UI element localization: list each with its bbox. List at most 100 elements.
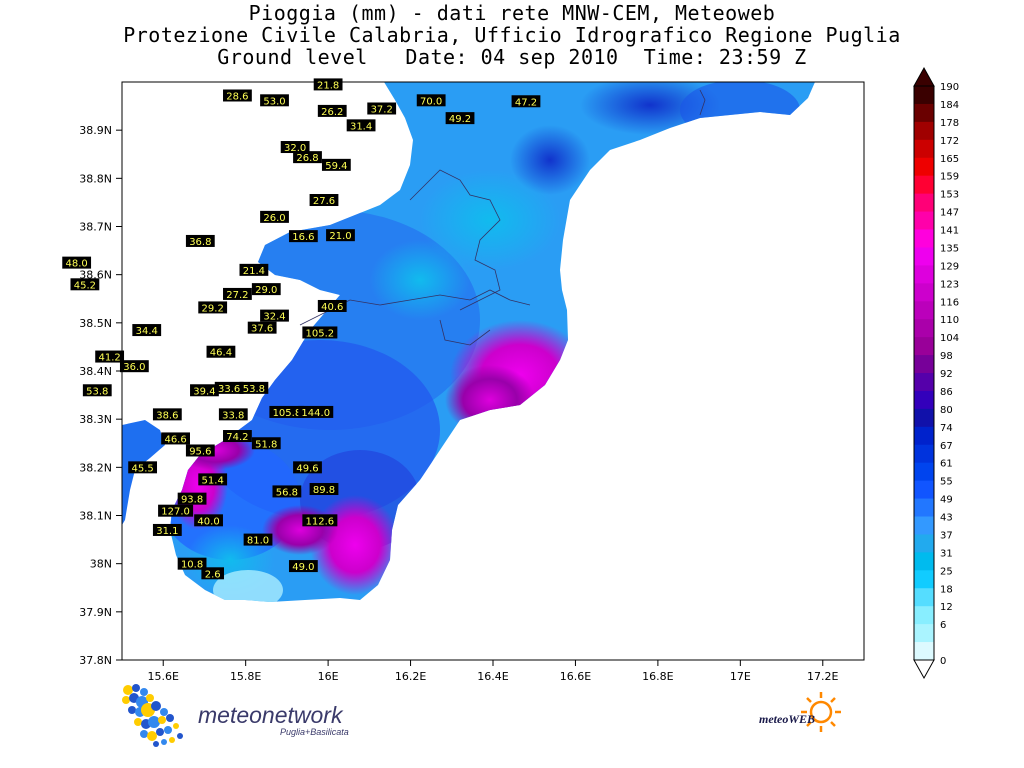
- y-tick-label: 37.8N: [79, 654, 112, 667]
- colorbar-swatch: [914, 588, 934, 607]
- station-label: 127.0: [158, 504, 194, 518]
- station-label-bg: [302, 514, 338, 527]
- colorbar-label: 86: [940, 387, 953, 398]
- logo-dot: [146, 694, 154, 702]
- station-value: 89.8: [313, 485, 335, 496]
- logo-dot: [164, 726, 172, 734]
- station-label: 37.2: [367, 102, 397, 115]
- colorbar-swatch: [914, 157, 934, 177]
- colorbar: 190 184 178 172 165 159 153 147 141 135 129 123 116 1…: [913, 66, 959, 680]
- station-label: 21.0: [326, 229, 355, 242]
- colorbar-swatch: [914, 319, 934, 338]
- colorbar-swatch: [914, 624, 934, 643]
- colorbar-label: 18: [940, 584, 953, 595]
- colorbar-label: 184: [940, 100, 959, 111]
- station-label: 21.8: [313, 78, 343, 91]
- station-value: 34.4: [136, 326, 158, 337]
- colorbar-label: 110: [940, 315, 959, 326]
- station-value: 93.8: [181, 495, 203, 506]
- station-value: 144.0: [301, 408, 330, 419]
- station-label: 51.4: [198, 473, 228, 486]
- meteonetwork-logo: meteonetwork Puglia+Basilicata: [120, 682, 380, 754]
- station-value: 105.2: [306, 328, 335, 339]
- station-label: 2.6: [201, 567, 224, 580]
- station-value: 45.2: [74, 280, 96, 291]
- station-label-bg: [302, 326, 338, 339]
- station-label-bg: [298, 405, 334, 418]
- station-label: 33.6: [214, 381, 244, 395]
- x-tick-label: 15.8E: [230, 670, 261, 683]
- station-label-bg: [239, 263, 269, 276]
- colorbar-label: 190: [940, 82, 959, 93]
- meteoweb-logo-text: meteoWEB: [759, 712, 815, 726]
- station-value: 81.0: [247, 536, 269, 547]
- station-value: 39.4: [193, 386, 215, 397]
- station-label: 89.8: [309, 483, 339, 496]
- colorbar-swatch: [914, 462, 934, 482]
- y-tick-label: 38.9N: [79, 124, 112, 137]
- station-labels: 28.6 53.0 21.8 26.2 37.2 70.0 49.2 47.2 31.4 32.0…: [62, 78, 541, 580]
- y-tick-label: 38.7N: [79, 221, 112, 234]
- logo-dot: [153, 741, 159, 747]
- colorbar-label: 74: [940, 423, 953, 434]
- station-label-bg: [321, 158, 351, 171]
- station-label-bg: [70, 278, 100, 291]
- station-label-bg: [218, 408, 248, 421]
- title-line-2: Protezione Civile Calabria, Ufficio Idro…: [123, 23, 901, 47]
- station-value: 26.0: [263, 213, 285, 224]
- title-line-1: Pioggia (mm) - dati rete MNW-CEM, Meteow…: [248, 1, 776, 25]
- x-tick-label: 15.6E: [147, 670, 178, 683]
- station-value: 10.8: [181, 560, 203, 571]
- station-value: 27.6: [313, 196, 335, 207]
- station-value: 32.4: [263, 312, 285, 323]
- station-label-bg: [119, 360, 149, 373]
- x-tick-label: 17.2E: [807, 670, 838, 683]
- colorbar-swatch: [914, 480, 934, 500]
- station-label: 33.8: [218, 408, 248, 421]
- logo-dot: [166, 714, 174, 722]
- station-value: 28.6: [226, 91, 248, 102]
- station-label: 40.0: [194, 514, 223, 527]
- station-label-bg: [194, 514, 223, 527]
- station-value: 29.2: [202, 303, 224, 314]
- station-value: 105.8: [273, 408, 302, 419]
- colorbar-label: 129: [940, 261, 959, 272]
- station-label-bg: [158, 504, 194, 517]
- station-label-bg: [239, 381, 269, 394]
- station-value: 40.0: [197, 516, 219, 527]
- colorbar-label: 12: [940, 602, 953, 613]
- colorbar-top-arrow: [913, 66, 935, 87]
- station-label-bg: [198, 473, 228, 486]
- x-tick-label: 16.4E: [477, 670, 508, 683]
- colorbar-swatch: [914, 373, 934, 392]
- station-label-bg: [280, 141, 310, 154]
- colorbar-swatch: [914, 229, 934, 248]
- station-label: 49.0: [288, 560, 318, 573]
- colorbar-label: 61: [940, 459, 953, 470]
- station-label-bg: [206, 345, 236, 358]
- station-value: 2.6: [205, 569, 221, 580]
- station-label-bg: [272, 485, 302, 498]
- station-label: 105.2: [302, 326, 338, 339]
- station-value: 21.0: [329, 231, 351, 242]
- meteoweb-logo: meteoWEB: [755, 688, 855, 744]
- colorbar-label: 172: [940, 136, 959, 147]
- colorbar-label: 123: [940, 279, 959, 290]
- colorbar-swatch: [914, 570, 934, 589]
- station-label-bg: [269, 405, 305, 418]
- y-tick-label: 38N: [90, 558, 112, 571]
- colorbar-label: 31: [940, 548, 953, 559]
- station-value: 49.2: [449, 114, 471, 125]
- station-label-bg: [82, 384, 112, 397]
- station-label: 21.4: [239, 263, 269, 277]
- colorbar-label: 165: [940, 154, 959, 165]
- station-label-bg: [152, 408, 182, 421]
- colorbar-label: 104: [940, 333, 959, 344]
- station-value: 16.6: [292, 232, 314, 243]
- colorbar-swatch: [914, 444, 934, 464]
- station-label-bg: [416, 94, 446, 107]
- station-value: 59.4: [325, 161, 347, 172]
- colorbar-label: 6: [940, 620, 946, 631]
- station-label-bg: [309, 194, 339, 207]
- station-value: 48.0: [66, 259, 88, 270]
